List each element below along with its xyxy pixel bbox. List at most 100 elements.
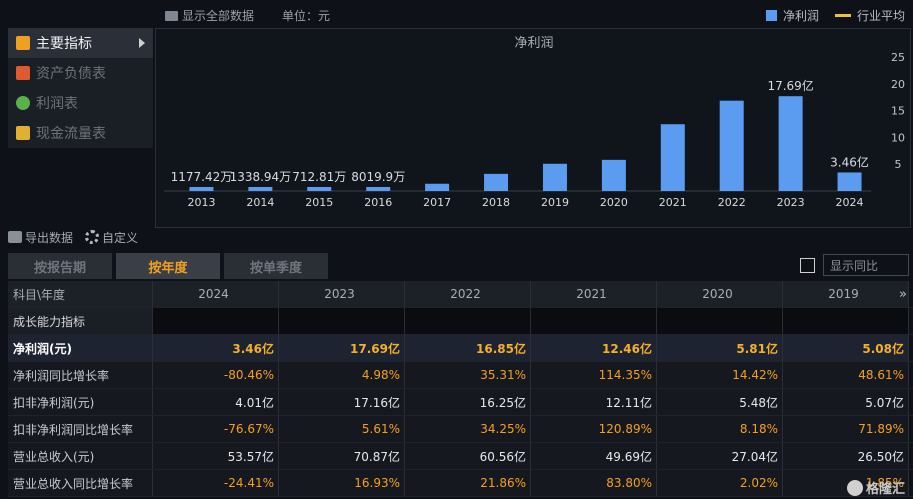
tab-0[interactable]: 按报告期 bbox=[8, 253, 112, 279]
row-label: 扣非净利润(元) bbox=[8, 389, 153, 415]
net-profit-chart: 净利润 5 10 15 20 25 2013 1177.42万 2014 1338.94万 2015… bbox=[155, 28, 911, 228]
value-cell: 16.25亿 bbox=[405, 389, 531, 415]
year-header[interactable]: 2019 bbox=[783, 281, 909, 307]
value-cell: -80.46% bbox=[153, 362, 279, 388]
double-chevron-right-icon[interactable]: » bbox=[899, 287, 907, 302]
menu-item-label: 现金流量表 bbox=[36, 126, 106, 142]
watermark: 格隆汇 bbox=[846, 478, 905, 497]
menu-item-label: 资产负债表 bbox=[36, 66, 106, 82]
value-cell: 114.35% bbox=[531, 362, 657, 388]
menu-item-label: 主要指标 bbox=[36, 36, 92, 52]
value-cell: 60.56亿 bbox=[405, 443, 531, 469]
data-label: 3.46亿 bbox=[830, 154, 869, 169]
value-cell: 5.81亿 bbox=[657, 335, 783, 361]
show-all-data-button[interactable]: 显示全部数据 bbox=[165, 7, 254, 24]
row-label: 净利润同比增长率 bbox=[8, 362, 153, 388]
year-header[interactable]: 2024 bbox=[153, 281, 279, 307]
custom-label: 自定义 bbox=[102, 230, 139, 245]
year-header[interactable]: 2023 bbox=[279, 281, 405, 307]
custom-button[interactable]: 自定义 bbox=[85, 229, 138, 245]
unit-label: 单位：元 bbox=[282, 9, 331, 23]
header-label: 科目\年度 bbox=[8, 281, 153, 307]
legend-series-label[interactable]: 净利润 bbox=[782, 9, 819, 23]
value-cell: 3.46亿 bbox=[153, 335, 279, 361]
menu-item-3[interactable]: 现金流量表 bbox=[8, 118, 153, 148]
value-cell: 26.50亿 bbox=[783, 443, 909, 469]
x-tick-label: 2023 bbox=[777, 196, 805, 209]
table-row[interactable]: 净利润(元) 3.46亿 17.69亿 16.85亿 12.46亿 5.81亿 5.08亿 bbox=[8, 335, 913, 362]
legend-avg-label[interactable]: 行业平均 bbox=[856, 9, 905, 23]
brand-logo-icon bbox=[846, 479, 863, 496]
empty-cell bbox=[531, 308, 657, 334]
section-label: 成长能力指标 bbox=[8, 308, 153, 334]
x-tick-label: 2018 bbox=[482, 196, 510, 209]
value-cell: 14.42% bbox=[657, 362, 783, 388]
table-row[interactable]: 营业总收入同比增长率 -24.41% 16.93% 21.86% 83.80% 2.02%… bbox=[8, 470, 913, 497]
coins-icon bbox=[16, 126, 30, 140]
empty-cell bbox=[783, 308, 909, 334]
table-row[interactable]: 营业总收入(元) 53.57亿 70.87亿 60.56亿 49.69亿 27.04亿 26… bbox=[8, 443, 913, 470]
empty-cell bbox=[279, 308, 405, 334]
value-cell: 70.87亿 bbox=[279, 443, 405, 469]
value-cell: 53.57亿 bbox=[153, 443, 279, 469]
tab-2[interactable]: 按单季度 bbox=[224, 253, 328, 279]
menu-item-label: 利润表 bbox=[36, 96, 78, 112]
yoy-checkbox[interactable] bbox=[800, 257, 815, 273]
year-header[interactable]: 2020 bbox=[657, 281, 783, 307]
table-row[interactable]: 扣非净利润(元) 4.01亿 17.16亿 16.25亿 12.11亿 5.48亿 5.07… bbox=[8, 389, 913, 416]
gear-flower-icon bbox=[16, 36, 30, 50]
value-cell: 34.25% bbox=[405, 416, 531, 442]
bar-2014 bbox=[248, 187, 273, 191]
value-cell: 12.46亿 bbox=[531, 335, 657, 361]
table-header-row: 科目\年度 2024 2023 2022 2021 2020 2019» bbox=[8, 281, 913, 308]
export-data-button[interactable]: 导出数据 bbox=[8, 229, 73, 245]
menu-item-1[interactable]: 资产负债表 bbox=[8, 58, 153, 88]
value-cell: -24.41% bbox=[153, 470, 279, 496]
row-label: 营业总收入同比增长率 bbox=[8, 470, 153, 496]
value-cell: 4.01亿 bbox=[153, 389, 279, 415]
chart-legend: 净利润 行业平均 bbox=[765, 7, 905, 24]
value-cell: 12.11亿 bbox=[531, 389, 657, 415]
y-tick-label: 15 bbox=[891, 105, 905, 118]
y-tick-label: 5 bbox=[895, 158, 902, 171]
row-label: 扣非净利润同比增长率 bbox=[8, 416, 153, 442]
empty-cell bbox=[153, 308, 279, 334]
row-label: 营业总收入(元) bbox=[8, 443, 153, 469]
toolbar: 导出数据 自定义 bbox=[8, 229, 138, 245]
x-tick-label: 2017 bbox=[423, 196, 451, 209]
year-header[interactable]: 2021 bbox=[531, 281, 657, 307]
table-row[interactable]: 净利润同比增长率 -80.46% 4.98% 35.31% 114.35% 14.42% 4… bbox=[8, 362, 913, 389]
value-cell: -76.67% bbox=[153, 416, 279, 442]
bar-2016 bbox=[366, 187, 391, 191]
x-tick-label: 2024 bbox=[836, 196, 864, 209]
bar-2018 bbox=[484, 173, 509, 191]
document-icon bbox=[16, 66, 30, 80]
data-label: 17.69亿 bbox=[767, 78, 813, 93]
period-tabs: 按报告期 按年度 按单季度 bbox=[8, 253, 328, 279]
indicator-table: 科目\年度 2024 2023 2022 2021 2020 2019» 成长能力指标 净利润(… bbox=[8, 281, 913, 497]
chart-title: 净利润 bbox=[514, 36, 553, 51]
bar-2013 bbox=[189, 187, 214, 191]
chart-svg: 净利润 5 10 15 20 25 2013 1177.42万 2014 1338.94万 2015… bbox=[164, 36, 905, 209]
y-tick-label: 10 bbox=[891, 131, 905, 144]
value-cell: 17.69亿 bbox=[279, 335, 405, 361]
data-label: 1338.94万 bbox=[230, 170, 292, 184]
gear-icon bbox=[85, 230, 100, 244]
menu-item-0[interactable]: 主要指标 bbox=[8, 28, 153, 58]
data-label: 8019.9万 bbox=[351, 170, 405, 184]
tab-1[interactable]: 按年度 bbox=[116, 253, 220, 279]
year-header[interactable]: 2022 bbox=[405, 281, 531, 307]
bar-2023 bbox=[778, 96, 803, 191]
bar-2024 bbox=[837, 172, 862, 191]
value-cell: 83.80% bbox=[531, 470, 657, 496]
x-tick-label: 2015 bbox=[305, 196, 333, 209]
menu-item-2[interactable]: 利润表 bbox=[8, 88, 153, 118]
show-yoy-button[interactable]: 显示同比 bbox=[823, 254, 909, 276]
table-row[interactable]: 扣非净利润同比增长率 -76.67% 5.61% 34.25% 120.89% 8.18%… bbox=[8, 416, 913, 443]
value-cell: 5.07亿 bbox=[783, 389, 909, 415]
value-cell: 71.89% bbox=[783, 416, 909, 442]
value-cell: 35.31% bbox=[405, 362, 531, 388]
watermark-text: 格隆汇 bbox=[865, 482, 905, 497]
row-label: 净利润(元) bbox=[8, 335, 153, 361]
chevron-right-icon bbox=[139, 38, 145, 48]
